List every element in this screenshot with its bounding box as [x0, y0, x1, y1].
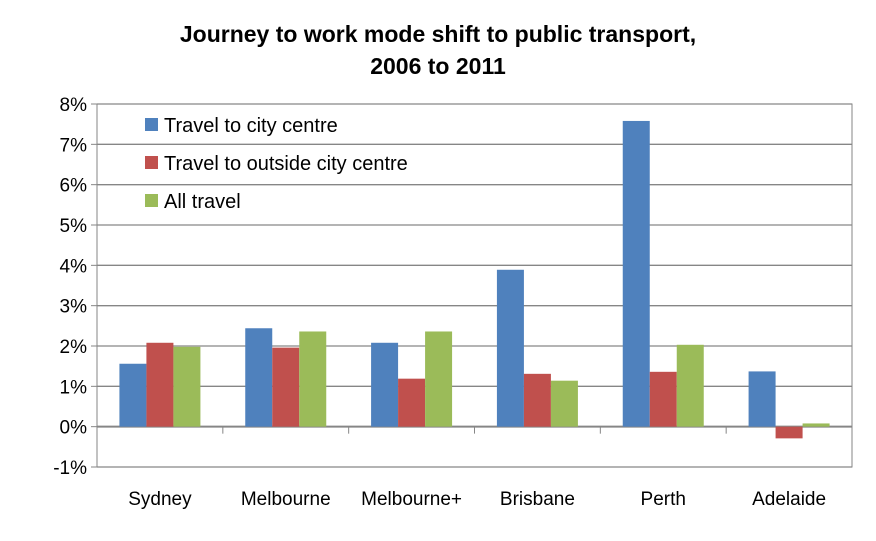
- legend-swatch: [145, 194, 158, 207]
- y-tick-label: 7%: [60, 135, 88, 156]
- bar-brisbane-3: [550, 380, 578, 427]
- bar-melbourne-plus-3: [425, 331, 453, 427]
- bar-melbourne-1: [245, 328, 273, 427]
- legend-swatch: [145, 118, 158, 131]
- bar-sydney-1: [119, 363, 147, 427]
- legend-label: All travel: [164, 191, 241, 213]
- y-tick-label: -1%: [53, 458, 87, 479]
- bar-perth-3: [676, 344, 704, 427]
- title-line-2: 2006 to 2011: [370, 53, 506, 79]
- y-tick-label: 3%: [60, 297, 88, 318]
- bar-sydney-3: [173, 346, 201, 427]
- bar-sydney-2: [146, 342, 174, 427]
- bar-melbourne-2: [272, 347, 300, 427]
- y-tick-label: 0%: [60, 418, 88, 439]
- x-tick-label: Sydney: [128, 489, 192, 510]
- bar-melbourne-3: [299, 331, 327, 427]
- y-tick-label: 6%: [60, 176, 88, 197]
- bar-perth-1: [622, 120, 650, 427]
- y-tick-label: 1%: [60, 377, 88, 398]
- bar-perth-2: [649, 371, 677, 427]
- bar-melbourne-plus-2: [398, 378, 426, 427]
- legend-label: Travel to city centre: [164, 115, 338, 137]
- title-line-1: Journey to work mode shift to public tra…: [179, 21, 697, 47]
- bar-adelaide-1: [748, 371, 776, 427]
- bar-brisbane-2: [523, 373, 551, 427]
- y-tick-label: 8%: [60, 95, 88, 116]
- x-tick-label: Melbourne: [241, 489, 331, 510]
- y-tick-label: 5%: [60, 216, 88, 237]
- y-tick-label: 4%: [60, 256, 88, 277]
- x-tick-label: Perth: [641, 489, 686, 510]
- y-tick-label: 2%: [60, 337, 88, 358]
- bar-brisbane-1: [496, 269, 524, 427]
- x-tick-label: Melbourne+: [361, 489, 462, 510]
- chart-title: Journey to work mode shift to public tra…: [0, 18, 876, 82]
- bar-adelaide-3: [802, 423, 830, 427]
- x-tick-label: Adelaide: [752, 489, 826, 510]
- bar-melbourne-plus-1: [371, 342, 399, 427]
- bar-adelaide-2: [775, 426, 803, 439]
- x-tick-label: Brisbane: [500, 489, 575, 510]
- legend-swatch: [145, 156, 158, 169]
- legend-label: Travel to outside city centre: [164, 153, 408, 175]
